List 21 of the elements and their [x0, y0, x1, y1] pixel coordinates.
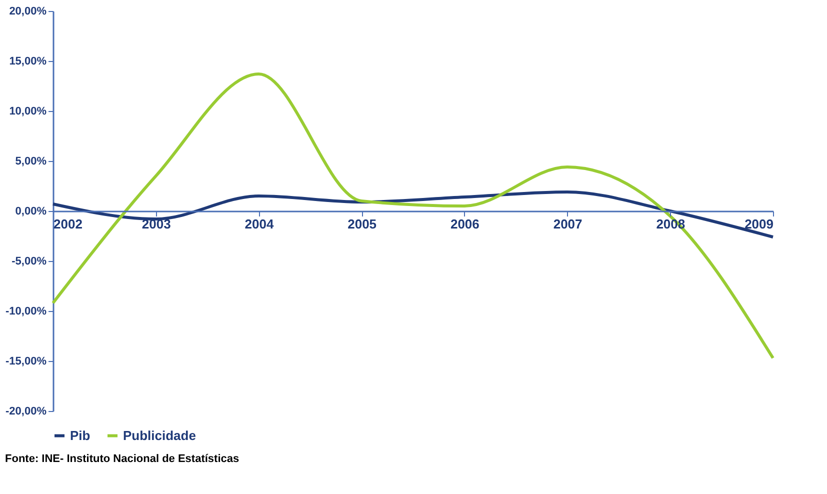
x-tick-label: 2004	[244, 216, 274, 232]
line-series	[52, 190, 774, 238]
source-note: Fonte: INE- Instituto Nacional de Estatísticas	[5, 453, 240, 465]
y-tick-label: -10,00%	[6, 306, 47, 318]
x-tick-label: 2003	[142, 216, 171, 232]
y-tick-label: 15,00%	[9, 56, 47, 68]
y-tick-label: 20,00%	[9, 6, 47, 18]
legend-label: Pib	[70, 428, 90, 443]
y-tick-label: -15,00%	[6, 356, 47, 368]
x-tick-label: 2009	[744, 216, 774, 232]
x-tick-label: 2005	[348, 216, 377, 232]
line-series	[52, 72, 774, 360]
y-tick-label: -5,00%	[12, 256, 47, 268]
y-tick-label: -20,00%	[6, 406, 47, 418]
legend-label: Publicidade	[123, 428, 196, 443]
x-tick-label: 2007	[553, 216, 582, 232]
y-tick-label: 10,00%	[9, 106, 47, 118]
x-tick-label: 2006	[450, 216, 480, 232]
y-tick-label: 0,00%	[15, 206, 47, 218]
x-tick-label: 2002	[54, 216, 82, 232]
y-tick-label: 5,00%	[15, 156, 47, 168]
